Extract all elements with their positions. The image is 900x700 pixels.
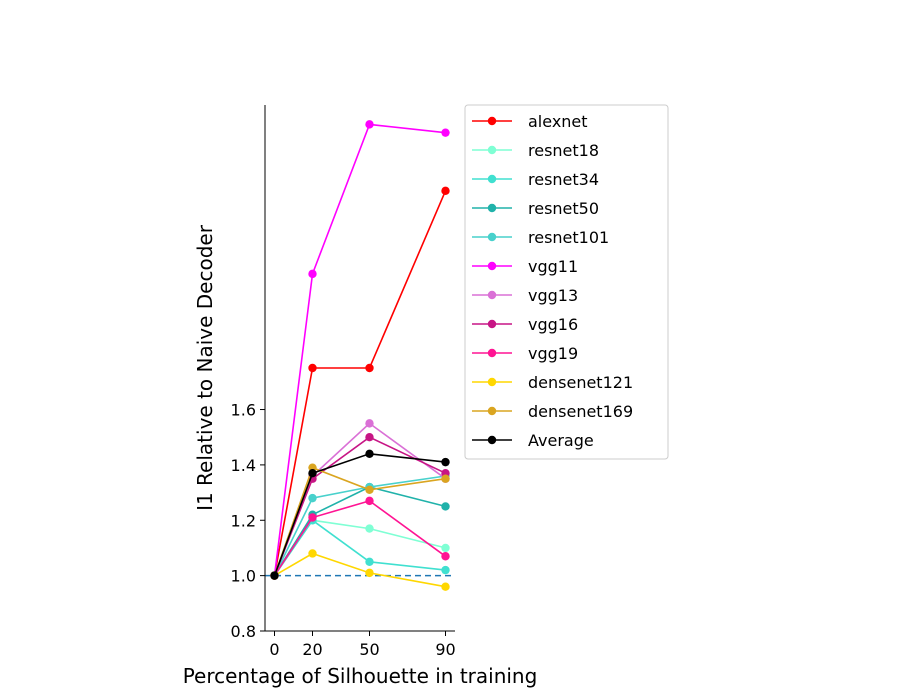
- data-point-alexnet: [365, 363, 374, 373]
- data-point-Average: [441, 457, 450, 467]
- legend-swatch-marker: [487, 435, 497, 445]
- legend: alexnet resnet18 resnet34 resnet50 resnet101…: [464, 104, 669, 460]
- data-point-densenet121: [365, 568, 374, 578]
- legend-item-resnet101: resnet101: [472, 228, 609, 247]
- y-tick-label: 1.6: [231, 401, 256, 420]
- data-point-resnet50: [441, 502, 450, 511]
- y-tick-label: 1.2: [231, 511, 256, 530]
- axes: [264, 105, 455, 632]
- legend-label: resnet101: [528, 228, 609, 247]
- data-point-alexnet: [441, 186, 450, 196]
- legend-swatch-marker: [487, 261, 497, 271]
- series-line-vgg16: [273, 436, 446, 576]
- series-line-resnet34: [273, 519, 446, 577]
- series-line-vgg11: [273, 123, 446, 576]
- legend-swatch-marker: [487, 377, 497, 387]
- data-point-resnet18: [441, 543, 450, 553]
- legend-label: resnet34: [528, 170, 599, 189]
- series-line-densenet169: [273, 466, 446, 576]
- data-point-Average: [365, 449, 374, 459]
- y-tick-label: 1.0: [231, 567, 256, 586]
- data-point-densenet121: [441, 582, 450, 591]
- data-point-vgg16: [365, 433, 374, 442]
- legend-item-vgg13: vgg13: [472, 286, 578, 305]
- x-tick-label: 0: [269, 640, 279, 659]
- series-line-resnet101: [273, 475, 446, 576]
- legend-swatch-marker: [487, 406, 497, 416]
- series-alexnet: [270, 186, 450, 580]
- x-ticks: 0 20 50 90: [269, 631, 456, 659]
- legend-label: densenet121: [528, 373, 633, 392]
- legend-swatch-marker: [487, 174, 497, 184]
- legend-item-resnet18: resnet18: [472, 141, 599, 160]
- legend-swatch-marker: [487, 348, 497, 358]
- legend-swatch-marker: [487, 145, 497, 155]
- data-point-resnet18: [365, 524, 374, 533]
- legend-item-densenet169: densenet169: [472, 402, 633, 421]
- legend-swatch-marker: [487, 203, 497, 213]
- legend-label: densenet169: [528, 402, 633, 421]
- legend-swatch-marker: [487, 319, 497, 329]
- legend-label: vgg13: [528, 286, 578, 305]
- legend-label: vgg11: [528, 257, 578, 276]
- data-point-resnet34: [441, 565, 450, 575]
- data-point-densenet169: [365, 485, 374, 495]
- data-point-vgg13: [365, 419, 374, 428]
- legend-swatch-marker: [487, 290, 497, 300]
- data-point-vgg11: [365, 120, 374, 129]
- legend-item-vgg16: vgg16: [472, 315, 578, 334]
- y-axis-title: I1 Relative to Naive Decoder: [193, 224, 217, 511]
- legend-item-vgg11: vgg11: [472, 257, 578, 276]
- series-line-resnet50: [273, 486, 446, 577]
- legend-swatch-marker: [487, 116, 497, 126]
- y-ticks: 0.8 1.0 1.2 1.4 1.6: [231, 401, 265, 641]
- series-line-Average: [273, 452, 446, 576]
- legend-label: alexnet: [528, 112, 588, 131]
- legend-item-resnet50: resnet50: [472, 199, 599, 218]
- series-resnet50: [270, 482, 450, 580]
- data-point-densenet169: [441, 474, 450, 483]
- series-line-vgg19: [273, 500, 446, 577]
- legend-label: resnet18: [528, 141, 599, 160]
- series-line-alexnet: [273, 190, 447, 576]
- legend-swatch-marker: [487, 232, 497, 242]
- legend-item-alexnet: alexnet: [472, 112, 588, 131]
- series-Average: [270, 449, 450, 580]
- legend-label: vgg19: [528, 344, 578, 363]
- x-axis-title: Percentage of Silhouette in training: [183, 664, 538, 688]
- legend-item-vgg19: vgg19: [472, 344, 578, 363]
- data-point-Average: [308, 469, 317, 478]
- data-point-Average: [270, 571, 279, 580]
- y-tick-label: 0.8: [231, 622, 256, 641]
- data-point-vgg19: [441, 552, 450, 561]
- x-tick-label: 50: [359, 640, 379, 659]
- series-line-densenet121: [274, 552, 446, 588]
- legend-label: resnet50: [528, 199, 599, 218]
- data-point-resnet101: [308, 493, 317, 503]
- data-point-vgg11: [308, 269, 317, 279]
- data-point-resnet34: [365, 557, 374, 566]
- data-point-densenet121: [308, 549, 317, 558]
- legend-label: vgg16: [528, 315, 578, 334]
- legend-frame: [464, 104, 669, 460]
- legend-item-densenet121: densenet121: [472, 373, 633, 392]
- y-tick-label: 1.4: [231, 456, 256, 475]
- x-tick-label: 20: [302, 640, 322, 659]
- legend-label: Average: [528, 431, 594, 450]
- series-resnet101: [270, 471, 450, 580]
- x-tick-label: 90: [435, 640, 455, 659]
- data-point-vgg11: [441, 128, 450, 137]
- data-point-alexnet: [308, 363, 317, 373]
- legend-item-Average: Average: [472, 431, 594, 450]
- legend-item-resnet34: resnet34: [472, 170, 599, 189]
- plot-area: [265, 120, 455, 591]
- data-point-vgg19: [365, 496, 374, 506]
- data-point-vgg19: [308, 513, 317, 522]
